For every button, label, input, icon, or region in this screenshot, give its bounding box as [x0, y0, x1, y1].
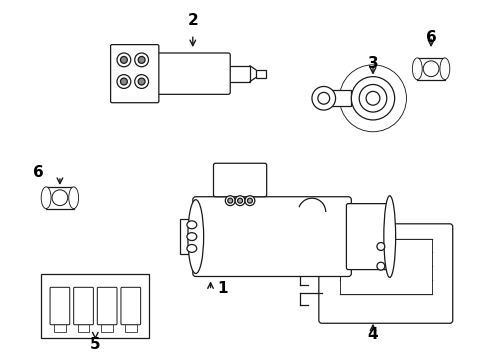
Ellipse shape — [187, 244, 197, 252]
Ellipse shape — [135, 53, 148, 67]
Ellipse shape — [41, 187, 51, 208]
FancyBboxPatch shape — [155, 53, 230, 94]
Bar — [77, 324, 90, 332]
Ellipse shape — [69, 187, 78, 208]
Text: 2: 2 — [188, 13, 198, 28]
FancyBboxPatch shape — [193, 197, 351, 276]
Text: 6: 6 — [426, 30, 437, 45]
Ellipse shape — [188, 200, 204, 274]
Bar — [256, 70, 266, 78]
Bar — [54, 324, 66, 332]
Ellipse shape — [351, 77, 394, 120]
FancyBboxPatch shape — [98, 287, 117, 325]
FancyBboxPatch shape — [346, 204, 388, 270]
Ellipse shape — [187, 221, 197, 229]
Ellipse shape — [245, 196, 255, 206]
Ellipse shape — [117, 75, 131, 89]
FancyBboxPatch shape — [121, 287, 141, 325]
FancyBboxPatch shape — [319, 224, 453, 323]
FancyBboxPatch shape — [74, 287, 94, 325]
Text: 1: 1 — [217, 281, 227, 296]
Ellipse shape — [135, 75, 148, 89]
Ellipse shape — [228, 198, 233, 203]
Ellipse shape — [225, 196, 235, 206]
Ellipse shape — [121, 78, 127, 85]
Ellipse shape — [377, 243, 385, 251]
Ellipse shape — [138, 57, 145, 63]
Bar — [417, 58, 445, 80]
Text: 4: 4 — [368, 327, 378, 342]
Ellipse shape — [138, 78, 145, 85]
Bar — [180, 219, 192, 254]
Ellipse shape — [247, 198, 252, 203]
Ellipse shape — [52, 190, 68, 206]
Text: 5: 5 — [90, 337, 100, 352]
Ellipse shape — [318, 93, 330, 104]
FancyBboxPatch shape — [111, 45, 159, 103]
Ellipse shape — [359, 85, 387, 112]
Bar — [41, 274, 149, 338]
Ellipse shape — [121, 57, 127, 63]
FancyBboxPatch shape — [214, 163, 267, 197]
Ellipse shape — [440, 58, 450, 80]
Text: 3: 3 — [368, 56, 378, 71]
Ellipse shape — [377, 262, 385, 270]
Text: 6: 6 — [33, 165, 44, 180]
Ellipse shape — [187, 233, 197, 240]
Ellipse shape — [384, 196, 395, 278]
Bar — [228, 66, 250, 82]
Bar — [324, 90, 351, 106]
Ellipse shape — [413, 58, 422, 80]
Ellipse shape — [312, 86, 336, 110]
Bar — [340, 239, 432, 294]
FancyBboxPatch shape — [50, 287, 70, 325]
Ellipse shape — [340, 65, 407, 132]
Bar — [125, 324, 137, 332]
Ellipse shape — [238, 198, 243, 203]
Bar — [101, 324, 113, 332]
Bar — [46, 187, 74, 208]
Ellipse shape — [423, 61, 439, 77]
Ellipse shape — [117, 53, 131, 67]
Ellipse shape — [235, 196, 245, 206]
Ellipse shape — [366, 91, 380, 105]
